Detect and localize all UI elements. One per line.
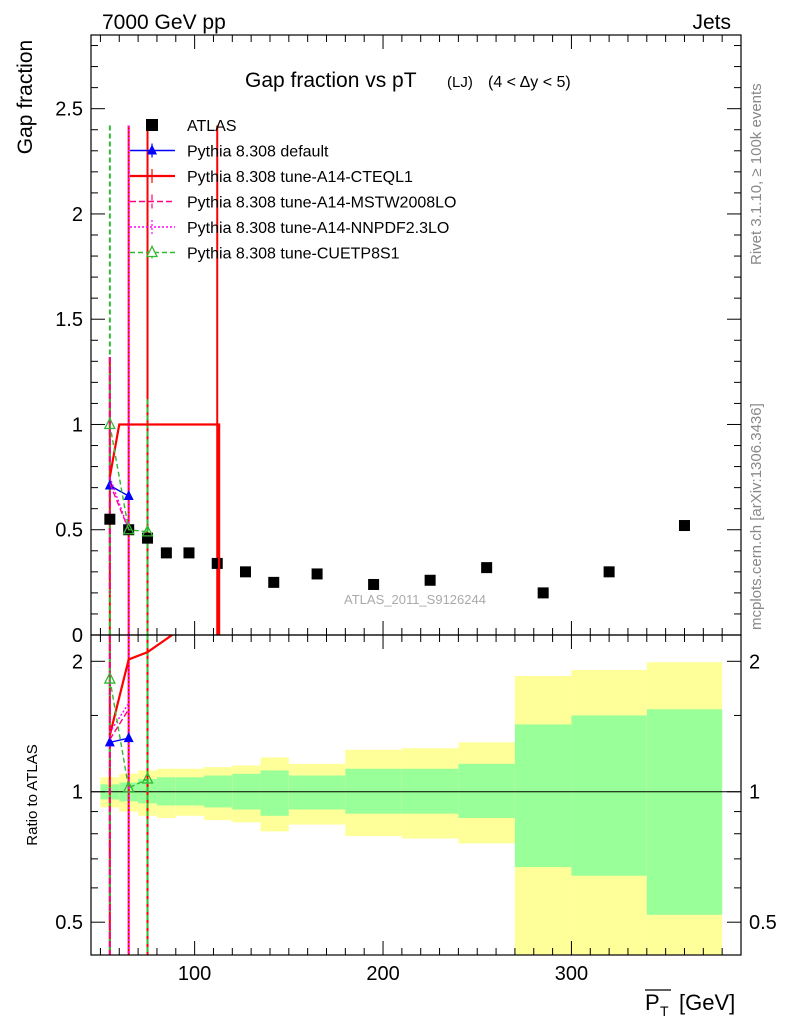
uncertainty-band-inner-13 [571,715,647,876]
series-line-pythia-8-308-tune-cuetp8s1 [109,424,148,533]
legend-label-0: ATLAS [187,118,237,135]
main-panel: ATLAS_2011_S9126244 0 0.5 1 1.5 2 2.5 Gap fra… [14,34,742,647]
atlas-point-14 [678,520,690,532]
title-main: Gap fraction vs pT [245,69,417,92]
ratio-marker-pythia-8-308-tune-cuetp8s1-2 [141,771,154,784]
ratio-panel: 100 200 300 0.5 0.5 1 1 2 2 Ratio to ATLAS [24,634,777,985]
x-tick-label-0: 100 [178,963,211,985]
main-y-tick-label-0: 0 [72,625,83,647]
main-y-tick-label-4: 2 [72,204,83,226]
atlas-point-7 [268,576,280,588]
ratio-y-tick-label-0: 0.5 [55,912,83,934]
main-plot-area [103,125,690,635]
legend-label-4: Pythia 8.308 tune-A14-NNPDF2.3LO [187,220,449,237]
ratio-y-tick-label-2: 2 [72,651,83,673]
series-line-pythia-8-308-tune-a14-mstw2008lo [109,483,130,531]
main-y-axis-label: Gap fraction [14,40,37,154]
atlas-point-4 [183,547,195,559]
x-axis-label-p: P [645,990,660,1015]
legend-label-2: Pythia 8.308 tune-A14-CTEQL1 [187,169,413,186]
atlas-point-3 [160,547,172,559]
ratio-y-tick-label-right-1: 1 [749,782,760,804]
atlas-point-13 [603,566,615,578]
atlas-point-2 [142,532,154,544]
uncertainty-band-inner-12 [514,724,572,868]
ratio-line-pythia-8-308-tune-a14-mstw2008lo [109,708,130,740]
main-y-tick-label-3: 1.5 [55,309,83,331]
ratio-y-tick-label-right-2: 2 [749,651,760,673]
x-axis-label: P T [GeV] [645,989,735,1019]
legend-marker-5 [145,245,159,258]
rivet-label: Rivet 3.1.10, ≥ 100k events [748,83,765,265]
header-left: 7000 GeV pp [102,11,226,34]
x-tick-label-1: 200 [366,963,399,985]
ratio-marker-pythia-8-308-tune-cuetp8s1-1 [122,780,135,793]
atlas-point-11 [481,562,493,574]
plot-title: Gap fraction vs pT (LJ) (4 < Δy < 5) [245,69,571,92]
legend-label-5: Pythia 8.308 tune-CUETP8S1 [187,246,400,263]
marker-pythia-8-308-tune-cuetp8s1-0 [103,417,116,430]
title-range: (4 < Δy < 5) [488,74,571,91]
atlas-point-10 [424,574,436,586]
ratio-y-axis-label: Ratio to ATLAS [24,744,41,845]
ratio-line-pythia-8-308-tune-cuetp8s1 [109,678,148,790]
uncertainty-band-inner-14 [646,709,723,915]
ratio-y-tick-label-right-0: 0.5 [749,912,777,934]
uncertainty-band-inner-9 [345,768,402,814]
atlas-point-0 [104,513,116,525]
uncertainty-band-inner-11 [458,763,515,818]
x-tick-label-2: 300 [555,963,588,985]
source-label: mcplots.cern.ch [arXiv:1306.3436] [748,403,765,630]
ratio-marker-pythia-8-308-default-0 [104,736,115,747]
atlas-point-5 [211,557,223,569]
ratio-plot-area [91,635,741,955]
ratio-y-tick-label-1: 1 [72,782,83,804]
marker-pythia-8-308-tune-cuetp8s1-2 [141,524,154,537]
legend-label-1: Pythia 8.308 default [187,144,329,161]
ratio-line-pythia-8-308-tune-a14-cteql1 [108,635,175,736]
ratio-frame [90,634,742,956]
main-y-tick-label-2: 1 [72,414,83,436]
main-y-tick-label-5: 2.5 [55,99,83,121]
ratio-marker-pythia-8-308-default-1 [123,732,134,743]
legend: ATLAS Pythia 8.308 default Pythia 8.308 tu… [130,118,456,263]
main-y-tick-label-1: 0.5 [55,520,83,542]
atlas-point-6 [239,566,251,578]
header-right: Jets [692,11,731,34]
atlas-point-9 [368,578,380,590]
series-line-pythia-8-308-tune-a14-nnpdf2-3lo [109,476,130,530]
atlas-point-12 [537,587,549,599]
atlas-point-8 [311,568,323,580]
uncertainty-band-inner-10 [401,768,459,814]
x-axis-label-unit: [GeV] [679,990,735,1015]
title-sub: (LJ) [447,74,473,91]
marker-pythia-8-308-tune-cuetp8s1-1 [122,522,135,535]
main-axis-ticks: 0 0.5 1 1.5 2 2.5 [55,35,741,647]
ratio-marker-pythia-8-308-tune-cuetp8s1-0 [103,671,116,684]
legend-marker-atlas [146,119,158,131]
ratio-line-pythia-8-308-tune-a14-nnpdf2-3lo [109,702,130,733]
legend-label-3: Pythia 8.308 tune-A14-MSTW2008LO [187,195,456,212]
watermark: ATLAS_2011_S9126244 [344,592,486,607]
ratio-axis-ticks: 100 200 300 0.5 0.5 1 1 2 2 [55,635,777,985]
uncertainty-band-inner-7 [260,770,289,816]
uncertainty-band-inner-8 [288,775,346,810]
marker-pythia-8-308-default-1 [123,490,134,501]
x-axis-label-sub: T [660,1003,669,1019]
legend-marker-1 [147,144,157,155]
